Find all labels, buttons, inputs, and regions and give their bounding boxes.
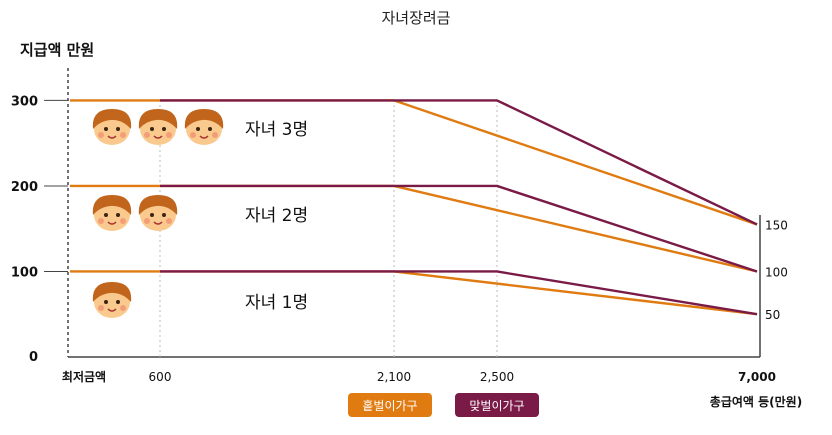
face-eye: [208, 127, 212, 131]
face-eye: [150, 127, 154, 131]
face-eye: [150, 213, 154, 217]
dual-income-line: [160, 184, 758, 273]
x-tick-label: 최저금액: [62, 369, 106, 384]
face-eye: [104, 127, 108, 131]
x-axis-title: 총급여액 등(만원): [710, 394, 802, 409]
y-axis-label: 지급액 만원: [20, 41, 94, 59]
face-hair: [138, 195, 178, 215]
x-tick-label: 600: [149, 370, 172, 384]
y-ticks: 0 100 200 300: [11, 94, 68, 365]
legend-label-dual-income: 맞벌이가구: [469, 399, 524, 413]
face-hair: [92, 282, 132, 302]
face-cheek: [120, 132, 126, 138]
face-eye: [162, 127, 166, 131]
face-cheek: [98, 305, 104, 311]
y-tick-label: 0: [29, 350, 38, 365]
face-eye: [116, 300, 120, 304]
face-mouth: [107, 135, 117, 139]
group-label: 자녀 1명: [245, 293, 308, 313]
face-cheek: [190, 132, 196, 138]
legend-swatch-single-income: [348, 393, 432, 417]
child-face-icon: [92, 195, 132, 231]
right-value-label: 150: [765, 218, 788, 232]
legend-item-single-income[interactable]: 홑벌이가구: [348, 393, 432, 417]
legend-swatch-dual-income: [455, 393, 539, 417]
face-hair: [184, 109, 224, 129]
face-mouth: [153, 221, 163, 225]
single-income-line: [70, 184, 758, 273]
right-value-labels: 150 100 50: [765, 218, 788, 322]
legend-item-dual-income[interactable]: 맞벌이가구: [455, 393, 539, 417]
group-label: 자녀 2명: [245, 206, 308, 226]
y-tick-label: 200: [11, 180, 38, 195]
child-face-icon: [92, 282, 132, 318]
right-value-label: 50: [765, 308, 780, 322]
dual-income-line: [160, 99, 758, 226]
face-cheek: [166, 218, 172, 224]
face-cheek: [98, 132, 104, 138]
face-eye: [104, 300, 108, 304]
face-cheek: [120, 218, 126, 224]
series-lines: [70, 99, 758, 316]
legend: 홑벌이가구 맞벌이가구: [348, 393, 539, 417]
right-value-label: 100: [765, 265, 788, 279]
face-eye: [116, 213, 120, 217]
y-tick-label: 300: [11, 94, 38, 109]
face-cheek: [166, 132, 172, 138]
face-eye: [162, 213, 166, 217]
x-tick-label: 7,000: [738, 370, 776, 384]
face-mouth: [107, 308, 117, 312]
face-mouth: [107, 221, 117, 225]
child-faces: [92, 109, 224, 318]
child-face-icon: [184, 109, 224, 145]
dual-income-line: [160, 270, 758, 316]
face-mouth: [199, 135, 209, 139]
chart-title: 자녀장려금: [381, 9, 450, 27]
face-cheek: [144, 132, 150, 138]
child-face-icon: [138, 195, 178, 231]
face-cheek: [144, 218, 150, 224]
y-tick-label: 100: [11, 265, 38, 280]
legend-label-single-income: 홑벌이가구: [362, 399, 417, 413]
child-face-icon: [138, 109, 178, 145]
face-cheek: [98, 218, 104, 224]
face-hair: [92, 109, 132, 129]
face-cheek: [120, 305, 126, 311]
x-tick-label: 2,100: [377, 370, 411, 384]
child-face-icon: [92, 109, 132, 145]
face-eye: [196, 127, 200, 131]
x-tick-label: 2,500: [480, 370, 514, 384]
face-hair: [92, 195, 132, 215]
face-eye: [104, 213, 108, 217]
face-hair: [138, 109, 178, 129]
face-cheek: [212, 132, 218, 138]
single-income-line: [70, 270, 758, 316]
face-mouth: [153, 135, 163, 139]
group-label: 자녀 3명: [245, 120, 308, 140]
face-eye: [116, 127, 120, 131]
x-ticks: 최저금액 600 2,100 2,500 7,000: [62, 369, 776, 384]
